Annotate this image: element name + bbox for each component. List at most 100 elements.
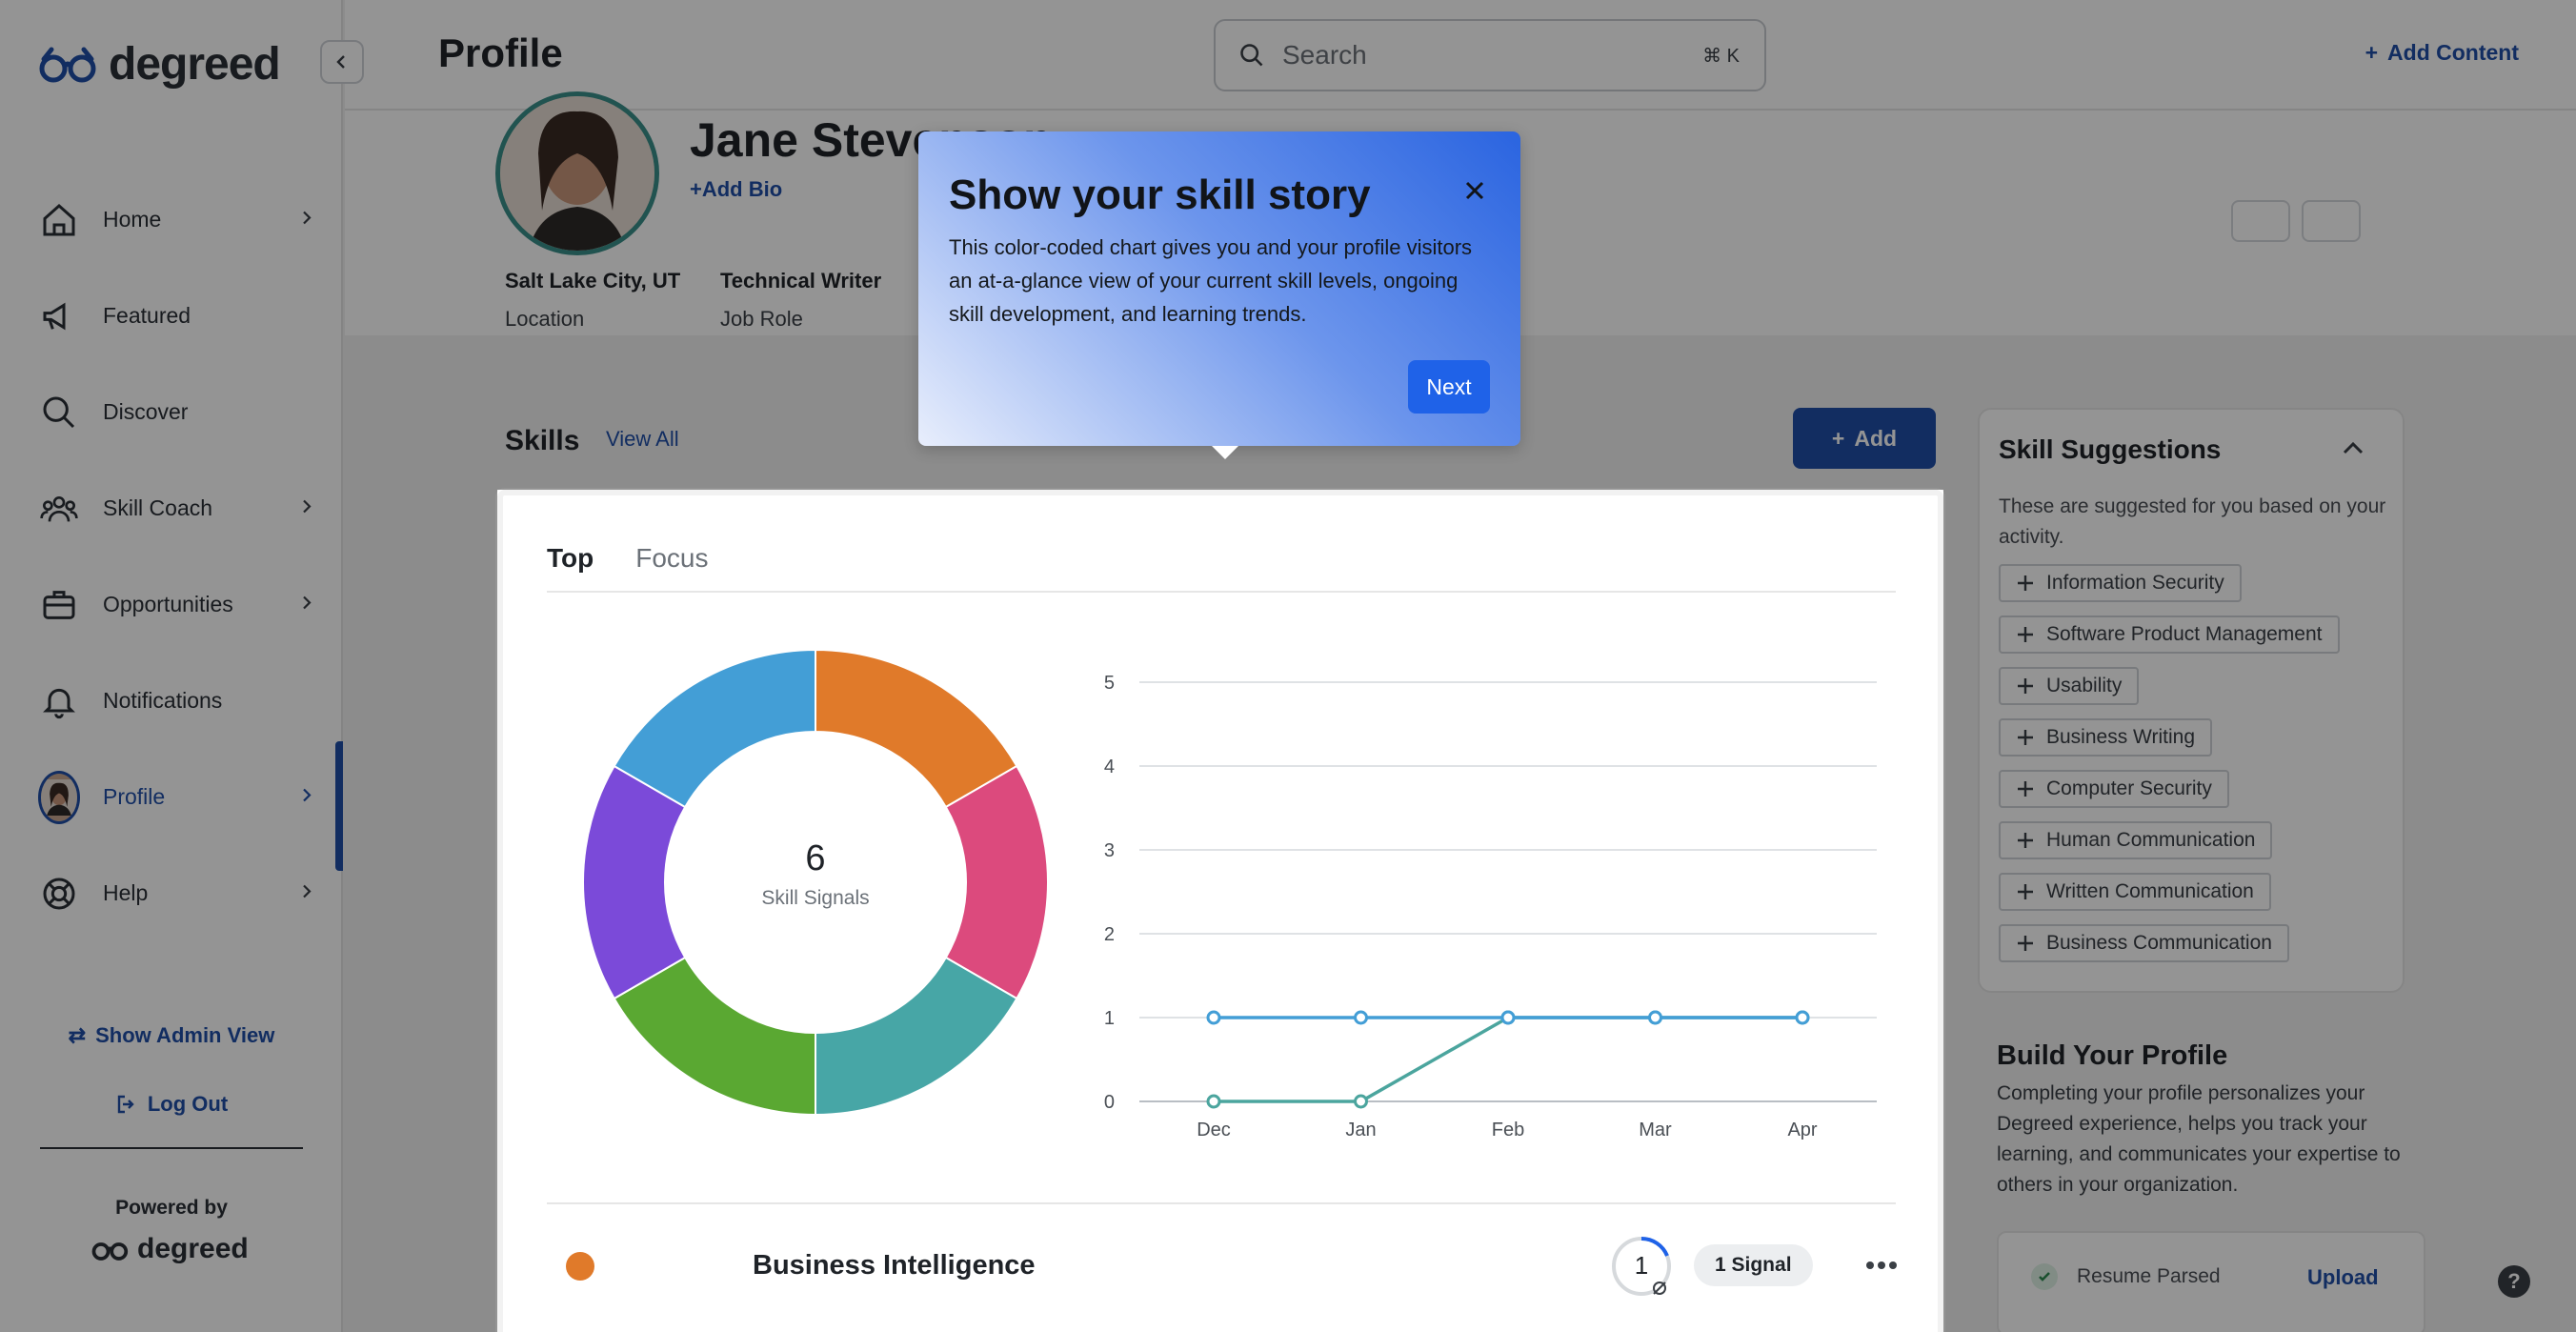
overlay-left: [0, 490, 497, 1332]
suggestion-chip-label: Business Communication: [2046, 932, 2272, 954]
data-point[interactable]: [1206, 1010, 1221, 1025]
data-point[interactable]: [1206, 1094, 1221, 1109]
donut-center: 6 Skill Signals: [581, 838, 1050, 910]
more-options-icon[interactable]: [1865, 1254, 1898, 1277]
skill-suggestions-title: Skill Suggestions: [1999, 434, 2222, 464]
y-tick-label: 2: [1104, 924, 1115, 945]
admin-link-wrap: ⇄ Show Admin View: [0, 1023, 343, 1048]
plus-icon: [2018, 678, 2033, 694]
banner-more-button[interactable]: [2302, 200, 2361, 242]
suggestion-chip-label: Computer Security: [2046, 777, 2212, 799]
resume-status-box: Resume Parsed Upload: [1997, 1231, 2425, 1332]
top-header: Profile Search ⌘ K + Add Content: [345, 0, 2576, 111]
add-content-label: Add Content: [2387, 40, 2519, 65]
y-tick-label: 4: [1104, 757, 1115, 777]
plus-icon: [2018, 627, 2033, 642]
sidebar-item-label: Profile: [103, 784, 166, 809]
bell-icon: [38, 680, 80, 722]
sidebar-item-label: Skill Coach: [103, 495, 213, 520]
suggestion-chip[interactable]: Computer Security: [1999, 770, 2229, 808]
log-out-link[interactable]: Log Out: [115, 1092, 228, 1117]
people-icon: [38, 488, 80, 530]
donut-count: 6: [805, 838, 826, 878]
data-point[interactable]: [1500, 1010, 1516, 1025]
signal-badge[interactable]: 1 Signal: [1694, 1244, 1813, 1286]
sidebar-item-discover[interactable]: Discover: [38, 364, 314, 460]
sidebar-item-label: Discover: [103, 399, 189, 424]
suggestion-chip[interactable]: Software Product Management: [1999, 616, 2340, 654]
sidebar-item-opportunities[interactable]: Opportunities: [38, 556, 314, 653]
collapse-sidebar-button[interactable]: [320, 40, 364, 84]
sidebar-item-notifications[interactable]: Notifications: [38, 653, 314, 749]
sidebar-item-label: Opportunities: [103, 592, 233, 616]
plus-icon: [2018, 781, 2033, 797]
profile-avatar[interactable]: [495, 91, 659, 255]
y-tick-label: 3: [1104, 840, 1115, 861]
sidebar-item-help[interactable]: Help: [38, 845, 314, 941]
suggestion-chip-label: Software Product Management: [2046, 623, 2323, 645]
tab-top[interactable]: Top: [547, 543, 594, 573]
search-input[interactable]: Search ⌘ K: [1214, 19, 1766, 91]
person-photo-icon: [500, 96, 654, 251]
location-label: Location: [505, 307, 585, 331]
show-admin-view-label: Show Admin View: [95, 1023, 275, 1047]
powered-by-logo: degreed: [91, 1233, 249, 1265]
add-bio-link[interactable]: +Add Bio: [690, 177, 783, 201]
add-content-button[interactable]: + Add Content: [2365, 40, 2519, 66]
suggestion-chip[interactable]: Written Communication: [1999, 873, 2271, 911]
x-tick-label: Apr: [1787, 1120, 1817, 1140]
active-indicator: [335, 741, 343, 871]
logout-link-wrap: Log Out: [0, 1092, 343, 1120]
skill-donut-chart[interactable]: [581, 648, 1050, 1117]
suggestion-chip[interactable]: Business Communication: [1999, 924, 2289, 962]
add-skill-button[interactable]: + Add: [1793, 408, 1936, 469]
sidebar-item-home[interactable]: Home: [38, 172, 314, 268]
tab-focus[interactable]: Focus: [635, 543, 709, 573]
row-divider: [547, 1202, 1896, 1204]
job-role-value: Technical Writer: [720, 269, 882, 293]
swap-icon: ⇄: [68, 1023, 87, 1047]
data-point[interactable]: [1354, 1010, 1368, 1025]
data-point[interactable]: [1795, 1010, 1810, 1025]
popover-next-button[interactable]: Next: [1408, 360, 1490, 414]
sidebar-item-featured[interactable]: Featured: [38, 268, 314, 364]
meta-job-role: Technical Writer Job Role: [720, 269, 881, 332]
upload-resume-link[interactable]: Upload: [2307, 1265, 2379, 1289]
plus-icon: [2018, 730, 2033, 745]
data-point[interactable]: [1648, 1010, 1662, 1025]
sidebar-item-profile[interactable]: Profile: [38, 749, 314, 845]
eye-off-icon: [1653, 1282, 1666, 1295]
glasses-logo-icon: [39, 47, 96, 82]
degreed-logo[interactable]: degreed: [38, 38, 281, 91]
suggestion-chip-label: Usability: [2046, 675, 2123, 696]
skill-trend-line-chart[interactable]: 0 1 2 3 4 5 Dec Jan Feb Mar Apr: [1086, 657, 1886, 1153]
check-icon: [2031, 1263, 2058, 1290]
skills-card: [497, 490, 1943, 1332]
data-point[interactable]: [1354, 1094, 1368, 1109]
suggestion-chip[interactable]: Usability: [1999, 667, 2140, 705]
popover-title: Show your skill story: [949, 172, 1371, 218]
briefcase-icon: [38, 584, 80, 626]
chevron-up-icon[interactable]: [2342, 440, 2365, 455]
help-question-icon[interactable]: ?: [2498, 1265, 2530, 1298]
plus-icon: +: [1831, 425, 1845, 451]
plus-icon: +: [2365, 40, 2379, 65]
search-shortcut: ⌘ K: [1702, 45, 1740, 67]
close-icon[interactable]: [1459, 175, 1490, 206]
sidebar-item-label: Help: [103, 880, 149, 905]
view-all-link[interactable]: View All: [606, 427, 679, 451]
home-icon: [38, 199, 80, 241]
show-admin-view-link[interactable]: ⇄ Show Admin View: [69, 1023, 275, 1048]
banner-action-button[interactable]: [2231, 200, 2290, 242]
add-skill-label: Add: [1854, 425, 1898, 451]
donut-slice[interactable]: [815, 956, 1018, 1117]
donut-slice[interactable]: [613, 648, 816, 809]
skill-row[interactable]: Business Intelligence 1 1 Signal: [547, 1235, 1898, 1296]
skill-level-ring: 1: [1612, 1236, 1671, 1296]
suggestion-chip[interactable]: Information Security: [1999, 564, 2242, 602]
resume-parsed-label: Resume Parsed: [2077, 1265, 2221, 1287]
sidebar-item-skill-coach[interactable]: Skill Coach: [38, 460, 314, 556]
suggestion-chip[interactable]: Business Writing: [1999, 718, 2213, 757]
y-tick-label: 0: [1104, 1092, 1115, 1113]
suggestion-chip[interactable]: Human Communication: [1999, 821, 2273, 859]
